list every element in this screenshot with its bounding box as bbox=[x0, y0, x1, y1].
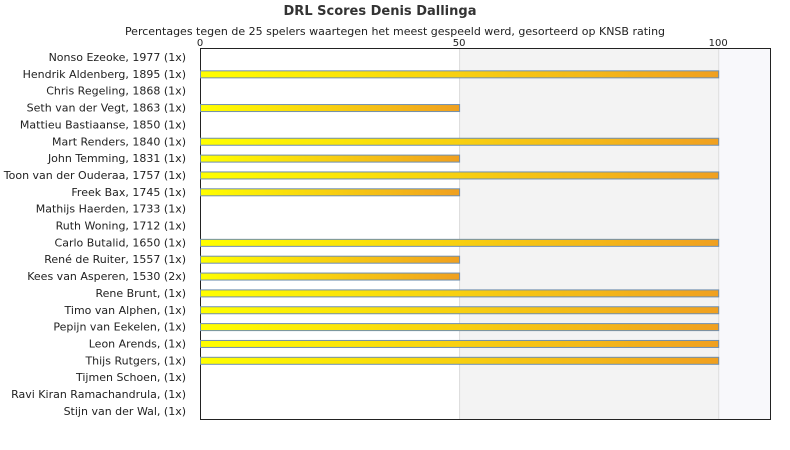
category-label: Toon van der Ouderaa, 1757 (1x) bbox=[3, 169, 186, 182]
category-label: Rene Brunt, (1x) bbox=[95, 287, 186, 300]
bar bbox=[200, 323, 720, 332]
category-label: Nonso Ezeoke, 1977 (1x) bbox=[49, 51, 186, 64]
category-label: Timo van Alphen, (1x) bbox=[64, 304, 186, 317]
category-label: Kees van Asperen, 1530 (2x) bbox=[27, 270, 186, 283]
category-label: Stijn van der Wal, (1x) bbox=[64, 405, 186, 418]
category-label: Tijmen Schoen, (1x) bbox=[75, 371, 186, 384]
bar bbox=[200, 238, 720, 247]
background-band bbox=[718, 48, 770, 420]
bar bbox=[200, 104, 461, 113]
category-label: Mathijs Haerden, 1733 (1x) bbox=[36, 203, 186, 216]
category-label: Ruth Woning, 1712 (1x) bbox=[56, 220, 186, 233]
x-axis-ticks: 0 50 100 bbox=[197, 38, 728, 49]
y-axis-labels: Nonso Ezeoke, 1977 (1x) Hendrik Aldenberg… bbox=[3, 51, 186, 418]
bar bbox=[200, 255, 461, 264]
category-label: Ravi Kiran Ramachandrula, (1x) bbox=[11, 388, 186, 401]
bar bbox=[200, 356, 720, 365]
x-tick-label: 0 bbox=[197, 38, 203, 49]
bar bbox=[200, 306, 720, 315]
category-label: Mattieu Bastiaanse, 1850 (1x) bbox=[20, 118, 186, 131]
bar bbox=[200, 339, 720, 348]
category-label: Pepijn van Eekelen, (1x) bbox=[53, 321, 186, 334]
bar bbox=[200, 154, 461, 163]
category-label: Chris Regeling, 1868 (1x) bbox=[46, 85, 186, 98]
bar bbox=[200, 188, 461, 197]
bar bbox=[200, 70, 720, 79]
bar bbox=[200, 289, 720, 298]
category-label: Thijs Rutgers, (1x) bbox=[84, 354, 186, 367]
bar-series bbox=[200, 70, 720, 365]
category-label: René de Ruiter, 1557 (1x) bbox=[44, 253, 186, 266]
category-label: Carlo Butalid, 1650 (1x) bbox=[55, 236, 186, 249]
chart-title: DRL Scores Denis Dallinga bbox=[283, 4, 477, 19]
category-label: Freek Bax, 1745 (1x) bbox=[71, 186, 186, 199]
category-label: Hendrik Aldenberg, 1895 (1x) bbox=[23, 68, 186, 81]
bar bbox=[200, 171, 720, 180]
category-label: John Temming, 1831 (1x) bbox=[47, 152, 186, 165]
x-tick-label: 50 bbox=[453, 38, 466, 49]
x-tick-label: 100 bbox=[709, 38, 728, 49]
category-label: Leon Arends, (1x) bbox=[89, 337, 186, 350]
chart-subtitle: Percentages tegen de 25 spelers waartege… bbox=[124, 25, 666, 38]
plot-frame bbox=[200, 48, 771, 420]
bar bbox=[200, 137, 720, 146]
bar bbox=[200, 272, 461, 281]
category-label: Seth van der Vegt, 1863 (1x) bbox=[27, 102, 186, 115]
category-label: Mart Renders, 1840 (1x) bbox=[52, 135, 186, 148]
